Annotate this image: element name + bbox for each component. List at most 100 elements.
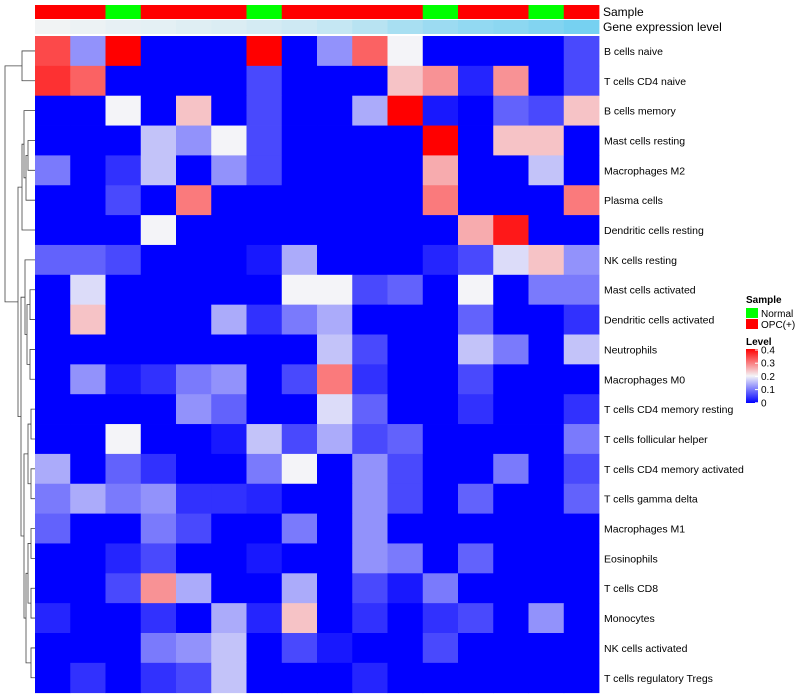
- dendrogram-branch: [30, 408, 35, 440]
- heatmap-cell: [563, 483, 600, 514]
- heatmap-cell: [140, 36, 177, 67]
- level-tick-label: 0.2: [761, 372, 775, 383]
- heatmap-cell: [105, 453, 142, 485]
- gene-expression-annotation-cell: [317, 20, 353, 34]
- heatmap-cell: [140, 513, 177, 544]
- heatmap-cell: [35, 364, 71, 395]
- heatmap-cell: [105, 394, 142, 425]
- heatmap-cell: [140, 334, 177, 365]
- heatmap-cell: [387, 424, 424, 455]
- heatmap-cell: [35, 573, 71, 604]
- heatmap-cell: [35, 662, 71, 694]
- level-tick-label: 0.4: [761, 346, 775, 357]
- row-label: Mast cells resting: [604, 135, 685, 147]
- dendrogram-branch: [25, 572, 31, 664]
- heatmap-cell: [176, 662, 212, 694]
- row-label: Mast cells activated: [604, 285, 696, 297]
- sample-annotation-cell: [176, 5, 212, 19]
- heatmap-cell: [281, 453, 318, 485]
- heatmap-cell: [140, 633, 177, 664]
- row-label: Macrophages M0: [604, 374, 685, 386]
- heatmap-cell: [281, 304, 318, 335]
- sample-annotation-cell: [35, 5, 71, 19]
- heatmap-cell: [387, 364, 424, 395]
- heatmap-cell: [528, 95, 565, 126]
- heatmap-cell: [317, 244, 353, 276]
- heatmap-cell: [105, 662, 142, 694]
- heatmap-cell: [140, 483, 177, 514]
- heatmap-cell: [70, 215, 106, 246]
- heatmap-cell: [528, 334, 565, 365]
- heatmap-cell: [105, 185, 142, 216]
- heatmap-cell: [211, 633, 247, 664]
- heatmap-cell: [211, 513, 247, 544]
- heatmap-cell: [105, 65, 142, 97]
- heatmap-cell: [458, 36, 494, 67]
- heatmap-cell: [493, 65, 529, 97]
- dendrogram-branch: [4, 65, 22, 303]
- heatmap-cell: [35, 424, 71, 455]
- row-label: T cells CD8: [604, 583, 658, 595]
- heatmap-cell: [281, 274, 318, 306]
- heatmap-cell: [105, 215, 142, 246]
- level-tick-label: 0: [761, 398, 767, 409]
- heatmap-cell: [70, 543, 106, 574]
- heatmap-cell: [70, 334, 106, 365]
- heatmap-cell: [422, 274, 459, 306]
- heatmap-cell: [493, 543, 529, 574]
- heatmap-cell: [528, 573, 565, 604]
- dendrogram-branch: [25, 155, 35, 201]
- heatmap-cell: [528, 394, 565, 425]
- heatmap-cell: [176, 155, 212, 186]
- gene-expression-annotation-cell: [140, 20, 177, 34]
- dendrogram-branch: [30, 468, 35, 500]
- heatmap-cell: [528, 185, 565, 216]
- heatmap-cell: [317, 155, 353, 186]
- heatmap-cell: [563, 304, 600, 335]
- heatmap-cell: [35, 304, 71, 335]
- heatmap-cell: [493, 244, 529, 276]
- heatmap-cell: [317, 65, 353, 97]
- heatmap-cell: [70, 483, 106, 514]
- sample-legend-title: Sample: [746, 295, 782, 306]
- heatmap-cell: [387, 125, 424, 156]
- heatmap-cell: [281, 513, 318, 544]
- heatmap-cell: [35, 65, 71, 97]
- heatmap-cell: [352, 185, 388, 216]
- heatmap-cell: [35, 483, 71, 514]
- heatmap-cell: [458, 394, 494, 425]
- heatmap-cell: [317, 573, 353, 604]
- heatmap-cell: [281, 36, 318, 67]
- heatmap-cell: [563, 394, 600, 425]
- gene-expression-annotation-cell: [105, 20, 142, 34]
- heatmap-cell: [458, 155, 494, 186]
- heatmap-cell: [352, 125, 388, 156]
- heatmap-cell: [422, 513, 459, 544]
- heatmap-cell: [422, 424, 459, 455]
- sample-annotation-label: Sample: [603, 5, 644, 19]
- heatmap-cell: [458, 244, 494, 276]
- heatmap-cell: [246, 513, 283, 544]
- heatmap-cell: [246, 304, 283, 335]
- heatmap-cell: [70, 603, 106, 634]
- heatmap-cell: [35, 215, 71, 246]
- sample-annotation-cell: [352, 5, 388, 19]
- heatmap-cell: [176, 573, 212, 604]
- level-tick-label: 0.1: [761, 385, 775, 396]
- heatmap-cell: [105, 304, 142, 335]
- row-label: B cells naive: [604, 46, 663, 58]
- sample-legend-swatch: [746, 319, 758, 329]
- heatmap-cell: [140, 95, 177, 126]
- row-label: T cells CD4 memory activated: [604, 464, 744, 476]
- heatmap-cell: [105, 274, 142, 306]
- heatmap-cell: [211, 65, 247, 97]
- heatmap-cell: [317, 513, 353, 544]
- heatmap-cell: [387, 185, 424, 216]
- heatmap-cell: [563, 274, 600, 306]
- heatmap-cell: [352, 65, 388, 97]
- heatmap-cell: [493, 304, 529, 335]
- heatmap-cell: [246, 36, 283, 67]
- heatmap-cell: [493, 662, 529, 694]
- heatmap-cell: [563, 424, 600, 455]
